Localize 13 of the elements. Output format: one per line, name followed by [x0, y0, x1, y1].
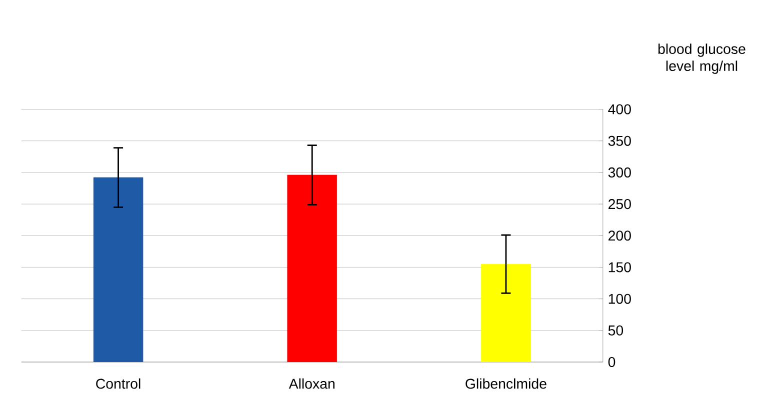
x-tick-label: Glibenclmide: [466, 378, 546, 389]
y-tick-label: 0: [608, 357, 616, 368]
y-tick-label: 250: [608, 199, 631, 210]
y-tick-label: 400: [608, 104, 631, 114]
x-tick-label: Control: [96, 378, 140, 389]
y-tick-label: 350: [608, 136, 631, 146]
y-tick-label: 50: [608, 326, 624, 336]
y-axis-title: blood glucose level mg/ml: [658, 44, 746, 74]
x-tick-label: Alloxan: [288, 378, 334, 389]
y-tick-label: 300: [608, 168, 631, 178]
y-tick-label: 150: [608, 262, 631, 272]
y-tick-label: 200: [608, 230, 631, 241]
y-tick-label: 100: [608, 294, 631, 304]
